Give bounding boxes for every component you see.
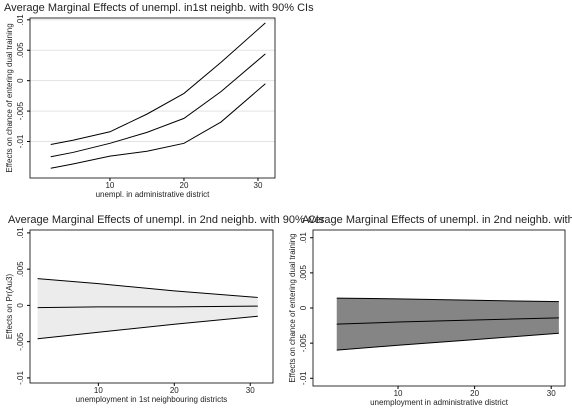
y-tick-label: -.01 (16, 370, 25, 384)
y-tick-label: 0 (299, 305, 308, 310)
plot-frame (312, 229, 566, 387)
chart-title: Average Marginal Effects of unempl. in 2… (8, 214, 325, 226)
line (37, 278, 258, 298)
y-axis-title: Effects on chance of entering dual train… (288, 233, 297, 382)
line (50, 53, 266, 158)
chart-title: Average Marginal Effects of unempl. in 2… (302, 214, 572, 226)
line (336, 297, 559, 303)
line (50, 22, 266, 146)
x-tick-label: 10 (105, 181, 114, 190)
y-tick-label: .01 (16, 14, 25, 26)
x-tick-label: 20 (470, 389, 479, 398)
y-tick-label: -.01 (16, 134, 25, 148)
x-tick-label: 30 (254, 181, 263, 190)
y-tick-label: .005 (16, 42, 25, 58)
x-tick-label: 10 (94, 386, 103, 395)
line (336, 317, 559, 325)
x-tick-label: 20 (180, 181, 189, 190)
plot-frame (29, 229, 274, 384)
y-tick-label: .005 (16, 261, 25, 277)
y-axis-title: Effects on Pr(Au3) (5, 274, 14, 340)
x-tick-label: 20 (170, 386, 179, 395)
y-tick-label: 0 (16, 78, 25, 83)
line (336, 332, 559, 351)
y-tick-label: -.005 (299, 333, 308, 352)
x-axis-title: unemployment in administrative district (370, 398, 509, 407)
y-tick-label: .005 (299, 265, 308, 281)
x-tick-label: 30 (246, 386, 255, 395)
y-tick-label: .01 (16, 227, 25, 239)
ci-band (37, 278, 258, 339)
y-tick-label: 0 (16, 303, 25, 308)
y-tick-label: -.005 (16, 101, 25, 120)
line (50, 83, 266, 169)
chart-title: Average Marginal Effects of unempl. in1s… (4, 2, 314, 14)
y-tick-label: -.01 (299, 371, 308, 385)
y-tick-label: -.005 (16, 332, 25, 351)
y-axis-title: Effects on chance of entering dual train… (5, 23, 14, 172)
ci-band (336, 298, 559, 351)
line (37, 305, 258, 309)
x-axis-title: unempl. in administrative district (96, 190, 211, 199)
line (37, 315, 258, 340)
y-tick-label: .01 (299, 232, 308, 244)
x-tick-label: 30 (547, 389, 556, 398)
x-tick-label: 10 (394, 389, 403, 398)
x-axis-title: unemployment in 1st neighbouring distric… (76, 395, 228, 404)
plot-frame (29, 17, 276, 179)
